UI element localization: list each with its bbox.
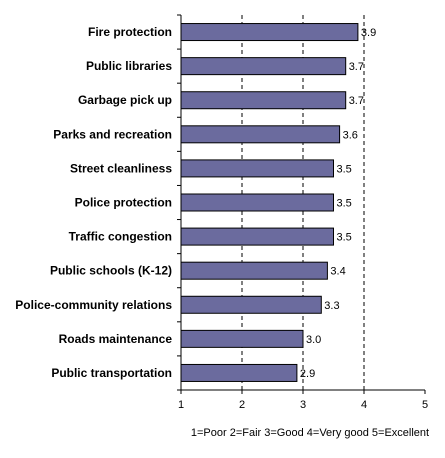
bar-6 <box>180 227 334 246</box>
category-label: Garbage pick up <box>78 93 172 107</box>
category-label: Police-community relations <box>15 298 172 312</box>
x-tick-label: 5 <box>422 399 428 411</box>
value-label: 3.0 <box>306 334 321 346</box>
x-axis-title: 1=Poor 2=Fair 3=Good 4=Very good 5=Excel… <box>191 427 429 439</box>
value-label: 3.6 <box>343 129 358 141</box>
x-tick-label: 1 <box>178 399 184 411</box>
value-label: 3.7 <box>349 95 364 107</box>
value-label: 3.4 <box>330 266 345 278</box>
x-tick-label: 3 <box>300 399 306 411</box>
value-label: 3.5 <box>337 198 352 210</box>
category-label: Roads maintenance <box>59 332 173 346</box>
value-label: 3.5 <box>337 232 352 244</box>
bar-7 <box>180 261 328 280</box>
bars <box>180 23 359 382</box>
bar-0 <box>180 23 359 42</box>
value-label: 3.3 <box>324 300 339 312</box>
category-label: Public transportation <box>51 366 172 380</box>
x-tick-label: 2 <box>239 399 245 411</box>
tick-labels: 1 2 3 4 5 <box>178 399 428 411</box>
category-label: Public schools (K-12) <box>50 264 172 278</box>
bar-8 <box>180 295 322 314</box>
value-label: 3.5 <box>337 163 352 175</box>
category-label: Fire protection <box>88 25 172 39</box>
bar-4 <box>180 159 334 178</box>
category-label: Public libraries <box>86 59 172 73</box>
bar-2 <box>180 91 347 110</box>
bar-5 <box>180 193 334 212</box>
bar-10 <box>180 363 298 382</box>
category-label: Traffic congestion <box>69 230 172 244</box>
axes <box>177 14 426 394</box>
value-labels: 3.9 3.7 3.7 3.6 3.5 3.5 3.5 3.4 3.3 3.0 2.9 <box>300 27 376 380</box>
value-label: 3.7 <box>349 61 364 73</box>
x-tick-label: 4 <box>361 399 367 411</box>
category-label: Street cleanliness <box>70 161 172 175</box>
value-label: 2.9 <box>300 368 315 380</box>
category-labels: Fire protection Public libraries Garbage p… <box>15 25 172 380</box>
bar-3 <box>180 125 341 144</box>
category-label: Police protection <box>75 196 172 210</box>
bar-9 <box>180 329 304 348</box>
category-label: Parks and recreation <box>53 127 172 141</box>
value-label: 3.9 <box>361 27 376 39</box>
bar-1 <box>180 57 347 76</box>
